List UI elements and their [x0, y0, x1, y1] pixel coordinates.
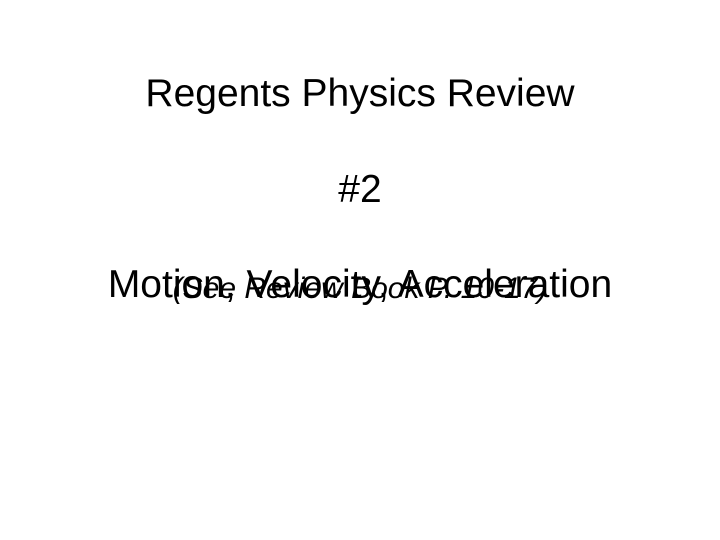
subtitle-wrapper: Motion, Velocity, Acceleration (See Revi…	[0, 263, 720, 307]
slide-number: #2	[0, 168, 720, 212]
slide-container: Regents Physics Review #2 Motion, Veloci…	[0, 0, 720, 540]
slide-overlay-text: (See Review Book P. 10-17)	[0, 272, 720, 306]
slide-title: Regents Physics Review	[0, 72, 720, 116]
